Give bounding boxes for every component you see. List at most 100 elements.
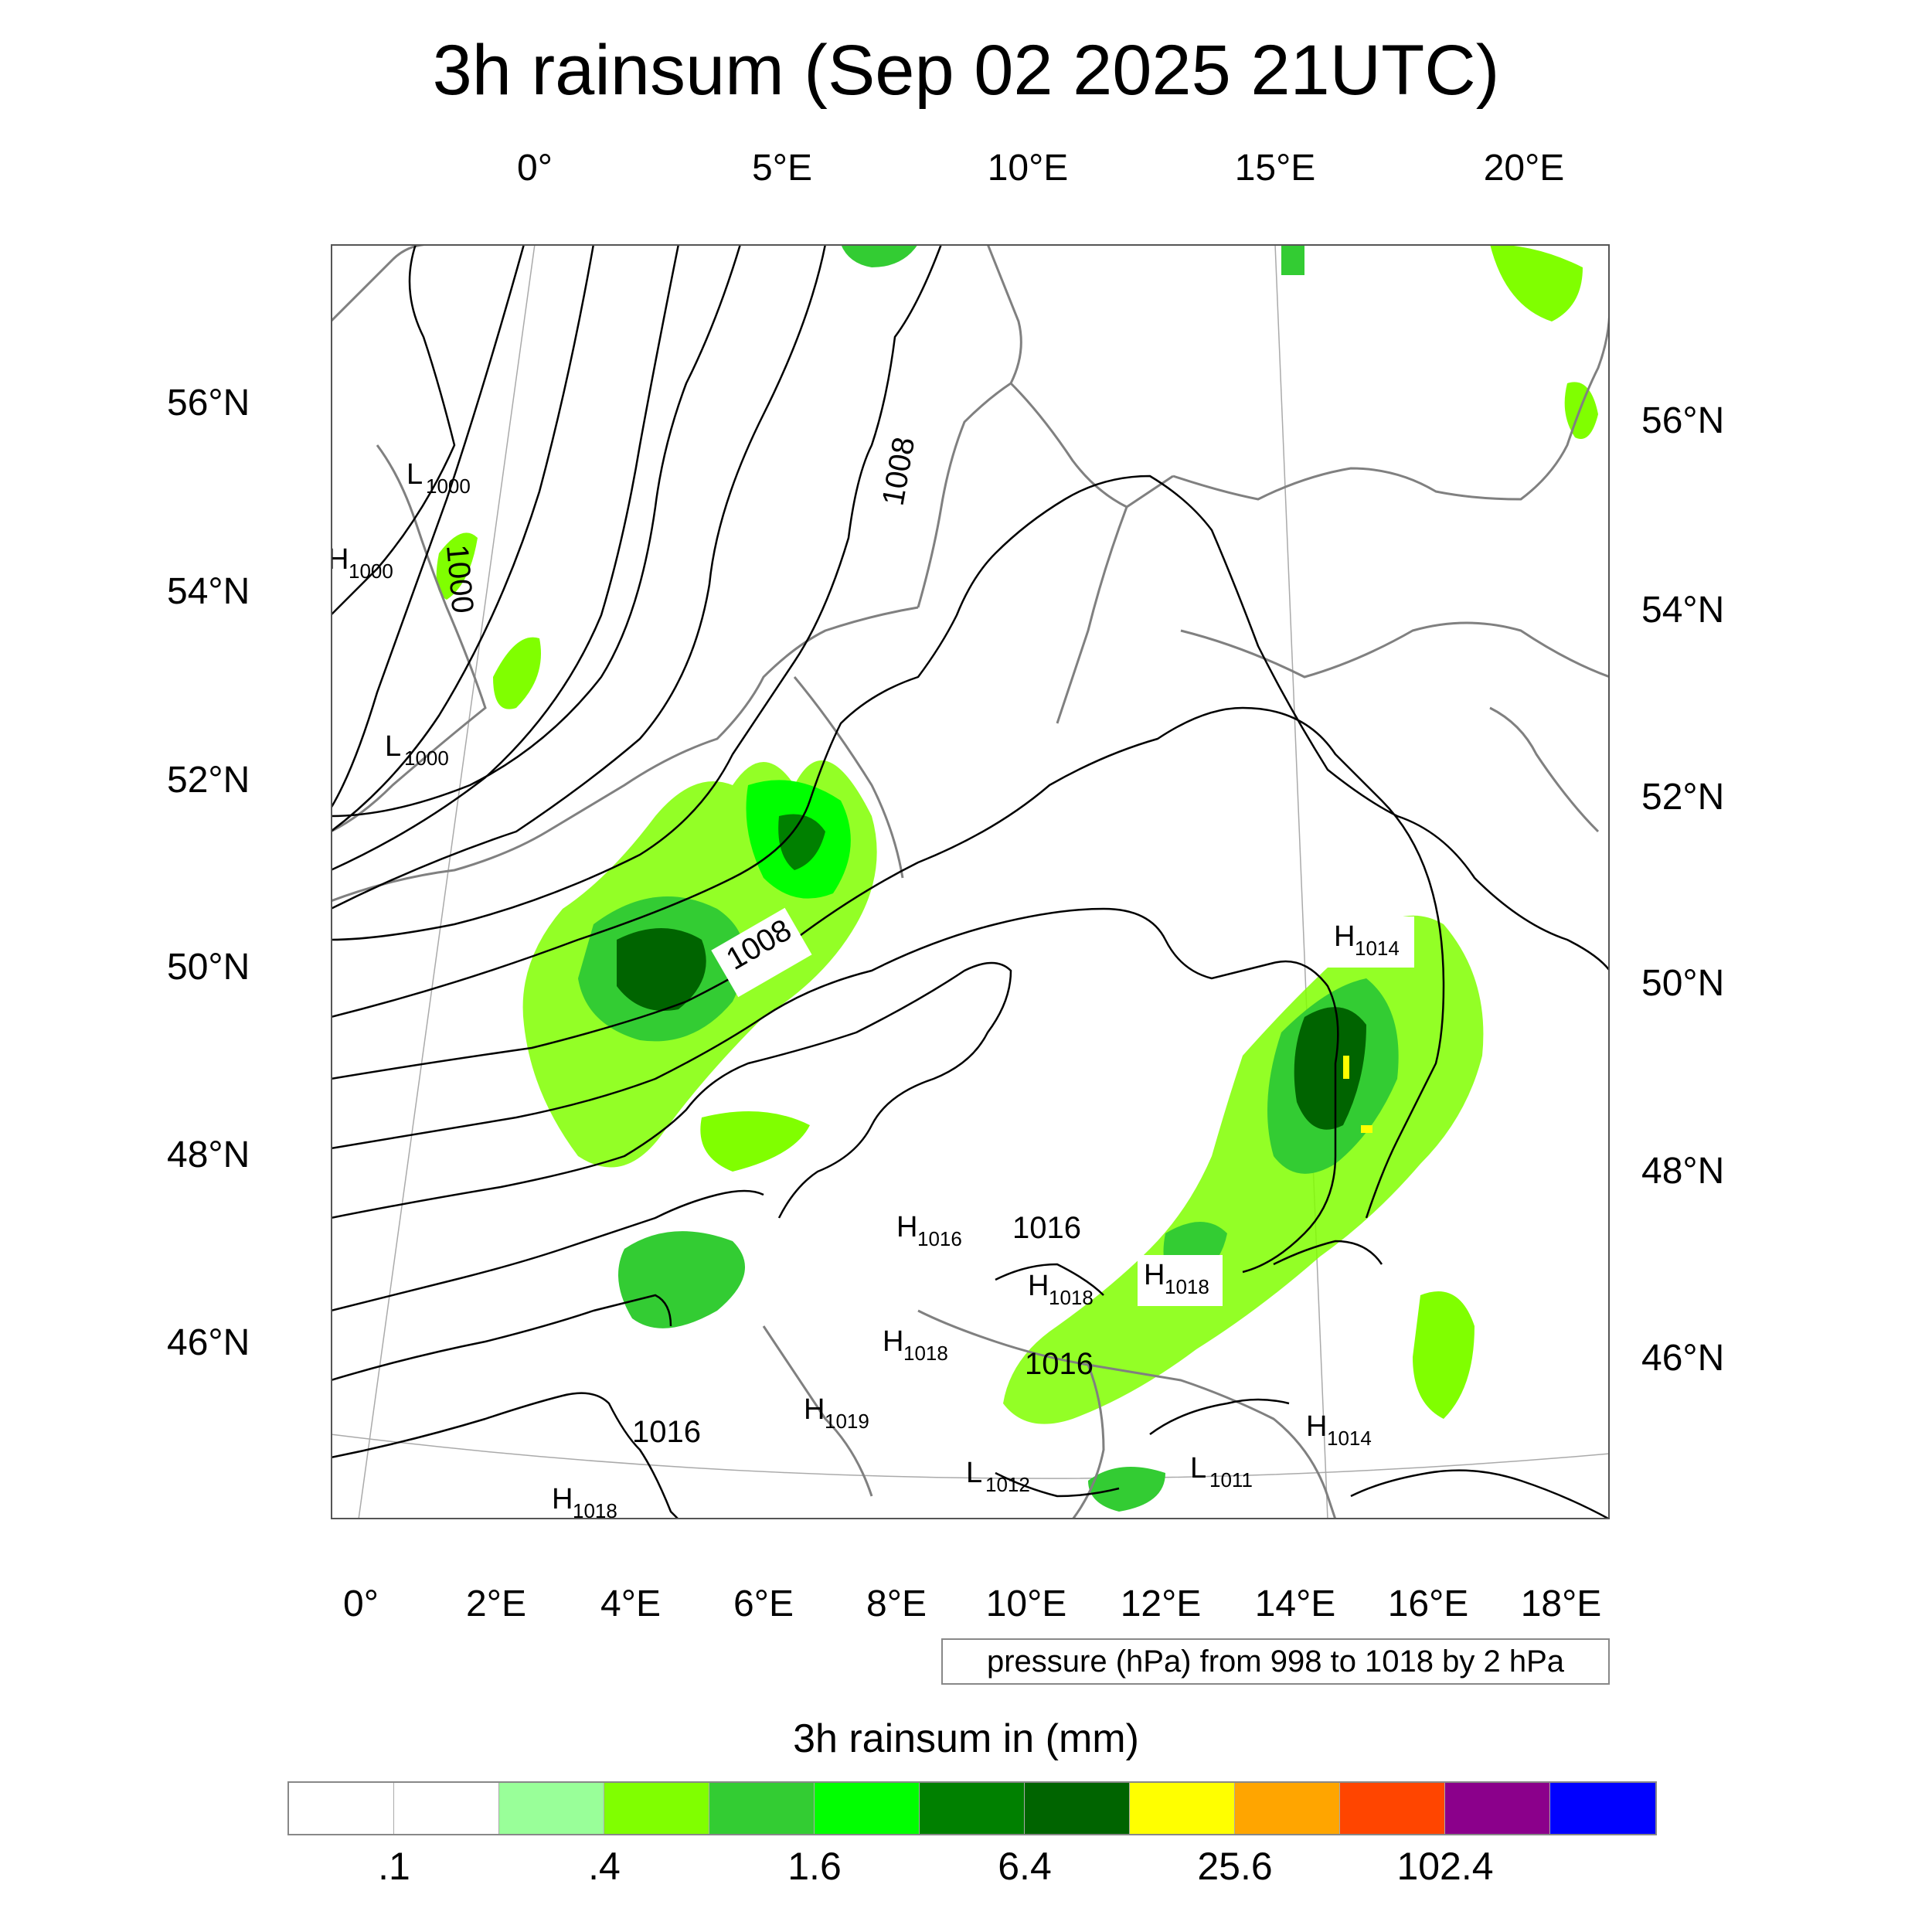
svg-text:H: H — [552, 1483, 573, 1515]
left-lat-label-48n: 48°N — [167, 1134, 250, 1175]
rain-area-sweden — [1281, 244, 1304, 275]
left-lat-label-46n: 46°N — [167, 1322, 250, 1363]
colorbar-box-5 — [815, 1783, 920, 1834]
svg-text:L: L — [966, 1457, 982, 1489]
graticule — [331, 244, 1610, 1519]
bottom-lon-label-0: 0° — [343, 1583, 379, 1624]
coastlines — [331, 244, 1610, 1519]
colorbar-label-6-4: 6.4 — [998, 1845, 1052, 1888]
bottom-lon-label-10e: 10°E — [985, 1583, 1067, 1624]
pressure-center-h1014-south: H 1014 — [1306, 1410, 1372, 1450]
chart-title: 3h rainsum (Sep 02 2025 21UTC) — [432, 31, 1500, 110]
svg-text:L: L — [385, 730, 401, 763]
svg-text:1016: 1016 — [917, 1227, 962, 1250]
right-lat-label-46n: 46°N — [1641, 1338, 1725, 1379]
rain-area-hungary — [1413, 1291, 1475, 1419]
rain-area-east-extreme-2 — [1361, 1125, 1372, 1133]
top-lon-label-15e: 15°E — [1234, 148, 1316, 189]
bottom-lon-label-2e: 2°E — [466, 1583, 526, 1624]
colorbar-box-7 — [1025, 1783, 1130, 1834]
isobars — [331, 244, 1610, 1519]
top-lon-label-0: 0° — [517, 148, 553, 189]
svg-text:1000: 1000 — [404, 747, 449, 770]
colorbar-label-0-4: .4 — [588, 1845, 621, 1888]
svg-text:H: H — [1144, 1259, 1165, 1291]
colorbar-box-3 — [604, 1783, 709, 1834]
colorbar — [287, 1781, 1657, 1835]
svg-text:H: H — [1334, 920, 1355, 953]
map-frame — [331, 244, 1610, 1519]
top-lon-label-10e: 10°E — [987, 148, 1069, 189]
left-lat-label-50n: 50°N — [167, 947, 250, 988]
contour-label-1016-c: 1016 — [632, 1415, 701, 1449]
pressure-note: pressure (hPa) from 998 to 1018 by 2 hPa — [941, 1638, 1610, 1685]
contour-label-1016-b: 1016 — [1025, 1347, 1094, 1381]
top-lon-label-20e: 20°E — [1483, 148, 1565, 189]
bottom-lon-label-18e: 18°E — [1520, 1583, 1602, 1624]
colorbar-box-8 — [1130, 1783, 1235, 1834]
svg-text:H: H — [1028, 1270, 1049, 1302]
pressure-center-h1018-a: H 1018 — [1028, 1270, 1094, 1309]
pressure-center-l1000-north: L 1000 — [406, 458, 471, 498]
contour-label-1000: 1000 — [440, 543, 480, 614]
svg-text:1000: 1000 — [349, 560, 393, 583]
rain-area-belgium-core — [778, 814, 825, 870]
bottom-lon-label-6e: 6°E — [733, 1583, 794, 1624]
rain-area-west-heavy — [617, 928, 706, 1011]
svg-text:1018: 1018 — [573, 1499, 617, 1519]
bottom-lon-label-16e: 16°E — [1387, 1583, 1469, 1624]
right-lat-label-52n: 52°N — [1641, 777, 1725, 818]
left-lat-label-54n: 54°N — [167, 571, 250, 612]
pressure-center-l1000-south: L 1000 — [385, 730, 449, 770]
left-lat-label-52n: 52°N — [167, 760, 250, 801]
svg-text:1018: 1018 — [1165, 1275, 1209, 1298]
svg-text:H: H — [331, 543, 349, 576]
bottom-lon-label-12e: 12°E — [1120, 1583, 1202, 1624]
right-lat-label-56n: 56°N — [1641, 400, 1725, 441]
pressure-center-h1018-c: H 1018 — [883, 1325, 948, 1365]
bottom-lon-label-4e: 4°E — [600, 1583, 661, 1624]
rain-area-channel — [493, 637, 541, 709]
colorbar-box-11 — [1445, 1783, 1550, 1834]
svg-text:1012: 1012 — [985, 1473, 1030, 1496]
right-lat-label-50n: 50°N — [1641, 963, 1725, 1004]
precipitation-field — [436, 244, 1598, 1512]
svg-text:1018: 1018 — [1049, 1286, 1094, 1309]
svg-text:L: L — [1190, 1452, 1206, 1485]
rain-area-alps-west — [618, 1231, 745, 1328]
pressure-center-h1000: H 1000 — [331, 543, 393, 583]
colorbar-label-25-6: 25.6 — [1197, 1845, 1273, 1888]
rain-area-east-extreme-1 — [1343, 1056, 1349, 1079]
pressure-center-h1014-north: H 1014 — [1334, 920, 1400, 960]
colorbar-box-1 — [394, 1783, 499, 1834]
bottom-lon-label-8e: 8°E — [866, 1583, 927, 1624]
colorbar-label-0-1: .1 — [378, 1845, 410, 1888]
svg-text:1019: 1019 — [825, 1410, 869, 1433]
rain-area-north-sea — [436, 532, 478, 600]
svg-text:1014: 1014 — [1355, 937, 1400, 960]
pressure-center-h1018-d: H 1018 — [552, 1483, 617, 1519]
top-lon-label-5e: 5°E — [752, 148, 812, 189]
svg-text:1014: 1014 — [1327, 1427, 1372, 1450]
rain-area-baltic — [1490, 244, 1583, 321]
right-lat-label-54n: 54°N — [1641, 590, 1725, 631]
colorbar-box-6 — [920, 1783, 1025, 1834]
svg-text:H: H — [883, 1325, 903, 1358]
pressure-center-l1011: L 1011 — [1190, 1452, 1253, 1492]
colorbar-box-2 — [499, 1783, 604, 1834]
colorbar-box-0 — [289, 1783, 394, 1834]
svg-text:1000: 1000 — [426, 474, 471, 498]
right-lat-label-48n: 48°N — [1641, 1151, 1725, 1192]
pressure-center-h1019: H 1019 — [804, 1393, 869, 1433]
colorbar-box-4 — [709, 1783, 815, 1834]
left-lat-label-56n: 56°N — [167, 383, 250, 423]
contour-label-1016-a: 1016 — [1012, 1211, 1081, 1245]
rain-area-lithuania — [1564, 382, 1598, 439]
rain-map: 1000 1008 1008 1016 1016 1016 L 1000 H 1… — [331, 244, 1610, 1519]
rain-area-norway — [841, 244, 918, 267]
colorbar-box-12 — [1550, 1783, 1655, 1834]
colorbar-title: 3h rainsum in (mm) — [793, 1716, 1139, 1761]
svg-text:1018: 1018 — [903, 1342, 948, 1365]
pressure-center-l1012: L 1012 — [966, 1457, 1030, 1496]
pressure-centers: L 1000 H 1000 L 1000 H 1014 H 1016 H 101… — [331, 458, 1414, 1519]
